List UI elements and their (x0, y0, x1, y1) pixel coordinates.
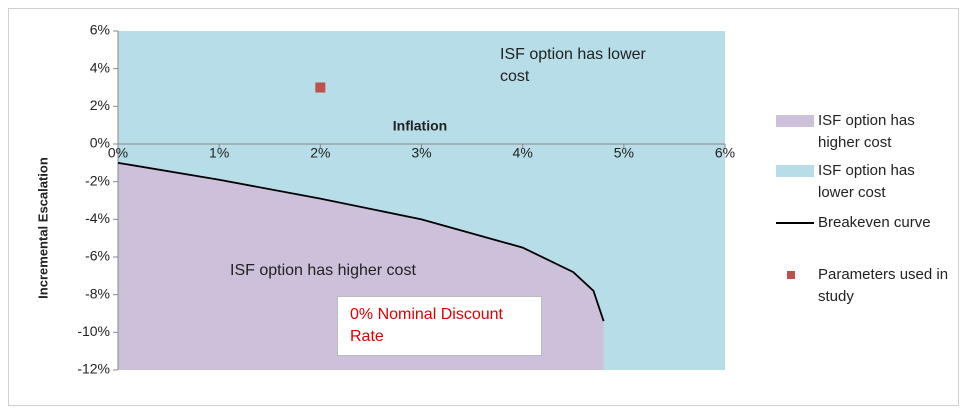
x-tick-label: 2% (310, 145, 330, 161)
legend-swatch (776, 115, 814, 127)
x-tick-label: 4% (513, 145, 533, 161)
legend-swatch (787, 271, 795, 279)
y-tick-label: -12% (77, 361, 110, 377)
legend-label: Parameters used in study (818, 266, 949, 305)
annotation: 0% Nominal Discount Rate (350, 306, 503, 345)
legend-label: ISF option has lower cost (818, 162, 915, 201)
y-tick-label: 4% (90, 59, 110, 75)
y-tick-label: 2% (90, 97, 110, 113)
x-tick-label: 1% (209, 145, 229, 161)
x-tick-label: 3% (411, 145, 431, 161)
x-axis-title: Inflation (393, 118, 447, 134)
annotation: ISF option has lower cost (500, 46, 646, 85)
y-tick-label: -8% (85, 285, 110, 301)
y-tick-label: -10% (77, 323, 110, 339)
legend-label: Breakeven curve (818, 214, 931, 231)
legend-swatch (776, 165, 814, 177)
x-tick-label: 6% (715, 145, 735, 161)
legend-label: ISF option has higher cost (818, 112, 915, 151)
y-tick-label: -2% (85, 172, 110, 188)
y-tick-label: 6% (90, 22, 110, 38)
annotation: ISF option has higher cost (230, 262, 416, 279)
line (117, 161, 605, 322)
y-tick-label: -4% (85, 210, 110, 226)
x-tick-label: 5% (614, 145, 634, 161)
y-tick-label: 0% (90, 135, 110, 151)
y-tick-label: -6% (85, 248, 110, 264)
annotation-box: 0% Nominal Discount Rate (337, 296, 542, 356)
y-axis-title: Incremental Escalation (35, 157, 50, 299)
x-tick-label: 0% (108, 145, 128, 161)
point (315, 82, 326, 93)
